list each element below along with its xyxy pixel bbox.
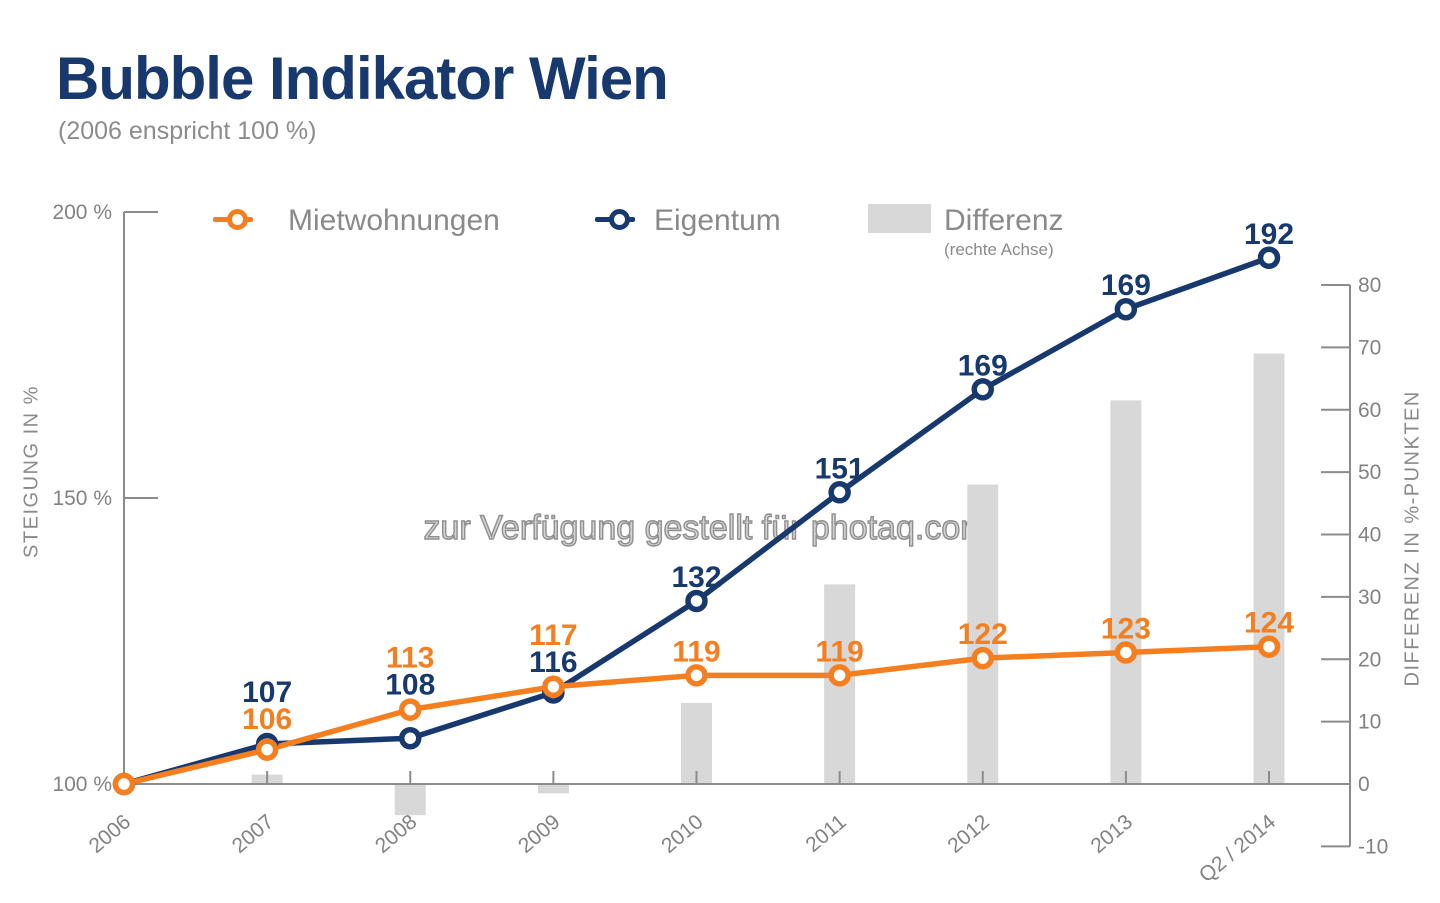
differenz-bar-2008 bbox=[394, 784, 426, 816]
right-axis-tick-label: 60 bbox=[1358, 399, 1381, 422]
right-axis-tick-label: 80 bbox=[1358, 274, 1381, 297]
eigentum-label-2011: 151 bbox=[815, 452, 865, 485]
eigentum-point-2008 bbox=[399, 726, 422, 750]
differenz-bar-2009 bbox=[537, 784, 569, 794]
eigentum-point-Q2 / 2014 bbox=[1257, 246, 1281, 270]
mietwohnungen-label-2011: 119 bbox=[815, 635, 863, 668]
page-title: Bubble Indikator Wien bbox=[56, 45, 669, 112]
eigentum-point-2010 bbox=[685, 589, 708, 613]
x-axis-label: 2006 bbox=[85, 810, 136, 858]
mietwohnungen-ring-icon bbox=[227, 209, 248, 230]
mietwohnungen-label-2008: 113 bbox=[386, 642, 434, 675]
eigentum-label-2012: 169 bbox=[958, 349, 1008, 382]
mietwohnungen-point-2008 bbox=[399, 698, 422, 721]
mietwohnungen-point-2009 bbox=[542, 675, 565, 699]
x-axis-label: 2010 bbox=[657, 810, 708, 858]
x-axis-label: 2009 bbox=[514, 810, 565, 858]
eigentum-point-2013 bbox=[1114, 297, 1138, 321]
left-axis-tick-label: 200 % bbox=[52, 201, 112, 224]
eigentum-label-2010: 132 bbox=[671, 561, 721, 594]
mietwohnungen-label-2009: 117 bbox=[529, 619, 577, 652]
eigentum-label-Q2 / 2014: 192 bbox=[1244, 218, 1294, 251]
right-axis-tick-label: 0 bbox=[1358, 773, 1370, 796]
eigentum-label-2013: 169 bbox=[1101, 269, 1151, 302]
mietwohnungen-point-2007 bbox=[255, 738, 279, 761]
right-axis-tick-label: 50 bbox=[1358, 461, 1381, 484]
x-axis-label: 2007 bbox=[228, 810, 279, 858]
x-axis-label: 2012 bbox=[943, 810, 994, 858]
x-axis-label: 2008 bbox=[371, 810, 422, 858]
right-axis-tick-label: 30 bbox=[1358, 586, 1381, 609]
mietwohnungen-label-2007: 106 bbox=[242, 703, 292, 736]
differenz-bar-Q2 / 2014 bbox=[1253, 353, 1285, 784]
differenz-bar-2013 bbox=[1110, 400, 1142, 784]
legend-mietwohnungen-label: Mietwohnungen bbox=[288, 204, 500, 237]
legend-eigentum-marker bbox=[595, 209, 635, 230]
legend-differenz-note: (rechte Achse) bbox=[944, 240, 1054, 259]
left-axis-tick-label: 100 % bbox=[52, 773, 112, 796]
legend-differenz-label: Differenz bbox=[944, 204, 1064, 237]
eigentum-label-2008: 108 bbox=[385, 669, 435, 702]
differenz-bar-2012 bbox=[967, 484, 999, 784]
x-axis-label: Q2 / 2014 bbox=[1195, 810, 1281, 887]
x-axis-label: 2011 bbox=[801, 810, 850, 857]
eigentum-point-2011 bbox=[828, 481, 851, 504]
left-axis-tick-label: 150 % bbox=[52, 487, 112, 510]
legend-eigentum-label: Eigentum bbox=[654, 204, 781, 237]
mietwohnungen-point-2010 bbox=[685, 664, 708, 687]
eigentum-label-2007: 107 bbox=[242, 676, 292, 709]
right-axis-tick-label: 70 bbox=[1358, 336, 1381, 359]
mietwohnungen-point-2012 bbox=[971, 646, 994, 670]
right-axis-tick-label: -10 bbox=[1358, 835, 1388, 858]
x-axis-label: 2013 bbox=[1087, 810, 1138, 858]
differenz-bar-2010 bbox=[681, 702, 712, 784]
legend-mietwohnungen-marker bbox=[213, 209, 253, 230]
eigentum-point-2012 bbox=[971, 378, 994, 401]
eigentum-label-2009: 116 bbox=[529, 646, 577, 679]
right-axis-tick-label: 20 bbox=[1358, 648, 1381, 671]
mietwohnungen-point-2011 bbox=[828, 664, 851, 687]
watermark-text: zur Verfügung gestellt für photaq.com bbox=[423, 508, 990, 547]
right-axis-tick-label: 40 bbox=[1358, 524, 1381, 547]
mietwohnungen-label-2010: 119 bbox=[672, 635, 720, 668]
page-subtitle: (2006 enspricht 100 %) bbox=[58, 117, 317, 145]
mietwohnungen-point-Q2 / 2014 bbox=[1257, 635, 1281, 658]
mietwohnungen-point-2006 bbox=[112, 772, 136, 796]
legend-differenz-swatch bbox=[868, 204, 931, 233]
eigentum-ring-icon bbox=[609, 209, 630, 230]
mietwohnungen-label-2013: 123 bbox=[1101, 612, 1151, 645]
mietwohnungen-point-2013 bbox=[1114, 641, 1138, 664]
mietwohnungen-label-2012: 122 bbox=[958, 618, 1008, 651]
mietwohnungen-label-Q2 / 2014: 124 bbox=[1244, 607, 1294, 640]
right-axis-tick-label: 10 bbox=[1358, 711, 1381, 734]
